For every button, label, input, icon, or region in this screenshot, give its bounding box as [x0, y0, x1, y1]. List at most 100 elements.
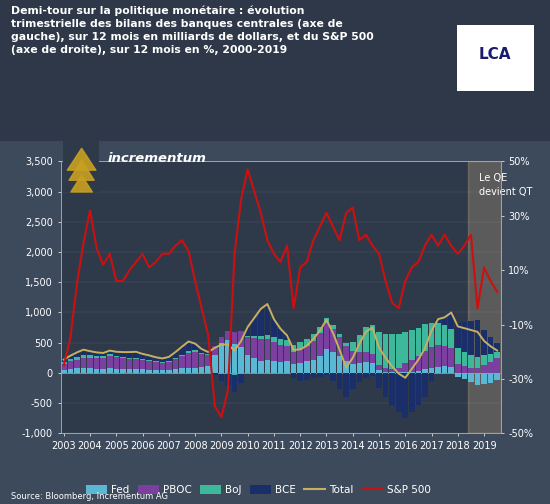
- Bar: [120, 352, 126, 357]
- Bar: [74, 360, 80, 368]
- Bar: [251, 336, 257, 338]
- Bar: [271, 361, 277, 373]
- Bar: [383, 372, 388, 373]
- Bar: [251, 358, 257, 373]
- Bar: [153, 361, 158, 362]
- Bar: [422, 351, 428, 369]
- Bar: [133, 352, 139, 358]
- Bar: [363, 362, 368, 373]
- Bar: [396, 334, 402, 367]
- Bar: [488, 373, 493, 383]
- Bar: [153, 357, 158, 361]
- Bar: [206, 352, 211, 354]
- Bar: [238, 331, 244, 347]
- Bar: [455, 323, 460, 348]
- Bar: [258, 336, 263, 339]
- Bar: [232, 344, 237, 373]
- Bar: [330, 330, 336, 352]
- Bar: [160, 362, 165, 363]
- Bar: [350, 351, 355, 364]
- Bar: [389, 372, 395, 373]
- Bar: [278, 345, 283, 362]
- Bar: [245, 336, 250, 337]
- Bar: [107, 354, 113, 356]
- Bar: [81, 354, 86, 358]
- Bar: [278, 329, 283, 339]
- Bar: [481, 373, 487, 384]
- Bar: [94, 358, 100, 369]
- Text: incrementum: incrementum: [107, 152, 206, 165]
- Bar: [429, 323, 434, 347]
- Bar: [350, 342, 355, 351]
- Bar: [337, 334, 343, 337]
- Bar: [304, 339, 310, 346]
- Bar: [376, 365, 382, 370]
- Bar: [494, 352, 500, 358]
- Bar: [61, 362, 67, 364]
- Bar: [343, 346, 349, 361]
- Bar: [232, 332, 237, 344]
- Bar: [186, 353, 191, 368]
- Bar: [232, 375, 237, 392]
- Bar: [429, 373, 434, 381]
- Bar: [87, 358, 93, 368]
- Bar: [468, 355, 474, 367]
- Bar: [376, 370, 382, 373]
- Bar: [383, 334, 388, 368]
- Bar: [488, 337, 493, 354]
- Bar: [225, 331, 231, 340]
- Bar: [133, 369, 139, 373]
- Bar: [81, 358, 86, 367]
- Bar: [291, 364, 296, 373]
- Bar: [140, 369, 145, 373]
- Bar: [212, 355, 218, 373]
- Bar: [284, 340, 290, 346]
- Bar: [192, 367, 198, 373]
- Bar: [429, 367, 434, 373]
- Bar: [68, 369, 73, 373]
- Bar: [311, 341, 316, 360]
- Bar: [166, 369, 172, 373]
- Bar: [271, 319, 277, 337]
- Bar: [133, 359, 139, 369]
- Bar: [113, 356, 119, 357]
- Bar: [146, 355, 152, 360]
- Bar: [284, 361, 290, 373]
- Bar: [356, 373, 362, 382]
- Bar: [126, 352, 132, 357]
- Bar: [304, 361, 310, 373]
- Bar: [179, 368, 185, 373]
- Bar: [251, 338, 257, 358]
- Bar: [468, 373, 474, 382]
- Bar: [81, 367, 86, 373]
- Bar: [324, 349, 329, 373]
- Bar: [475, 373, 480, 385]
- Bar: [409, 360, 415, 372]
- Bar: [442, 366, 448, 373]
- Bar: [403, 372, 408, 373]
- Bar: [422, 369, 428, 373]
- Bar: [429, 347, 434, 367]
- Bar: [396, 372, 402, 373]
- Bar: [160, 363, 165, 370]
- Bar: [442, 346, 448, 366]
- Bar: [173, 352, 178, 358]
- Bar: [225, 374, 231, 386]
- Bar: [133, 358, 139, 359]
- Bar: [61, 364, 67, 370]
- Bar: [435, 323, 441, 345]
- Bar: [218, 337, 224, 343]
- Bar: [113, 369, 119, 373]
- Bar: [192, 344, 198, 350]
- Bar: [488, 354, 493, 362]
- Bar: [317, 327, 323, 333]
- Bar: [101, 356, 106, 358]
- Bar: [396, 367, 402, 372]
- Bar: [87, 355, 93, 358]
- Bar: [126, 359, 132, 369]
- Bar: [271, 337, 277, 342]
- Bar: [317, 356, 323, 373]
- Bar: [363, 373, 368, 378]
- Bar: [468, 161, 500, 433]
- Bar: [409, 330, 415, 360]
